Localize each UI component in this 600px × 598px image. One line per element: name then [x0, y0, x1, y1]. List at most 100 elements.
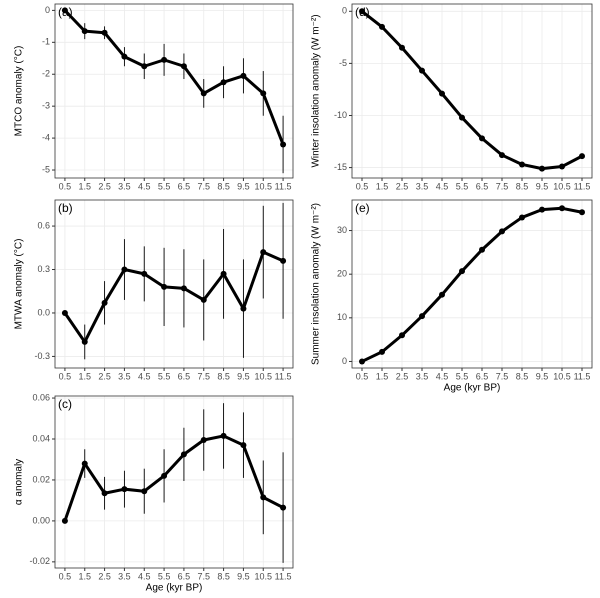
point	[101, 490, 108, 497]
x-tick-label: 11.5	[275, 571, 292, 581]
y-tick-label: -4	[42, 132, 50, 142]
x-tick-label: 9.5	[536, 181, 549, 191]
point	[81, 28, 88, 35]
point	[419, 67, 425, 74]
point	[359, 358, 365, 365]
x-tick-label: 10.5	[254, 371, 272, 381]
x-tick-label: 6.5	[476, 371, 489, 381]
point	[81, 338, 88, 345]
y-tick-label: -5	[339, 58, 347, 68]
point	[220, 270, 227, 277]
y-tick-label: 0	[342, 6, 347, 16]
point	[240, 442, 247, 449]
x-tick-label: 8.5	[516, 181, 529, 191]
point	[519, 214, 525, 221]
y-tick-label: 0.04	[32, 433, 50, 443]
point	[399, 44, 405, 51]
y-axis-title: Winter insolation anomaly (W m⁻²)	[311, 14, 322, 167]
x-tick-label: 7.5	[197, 181, 210, 191]
point	[121, 266, 128, 273]
y-tick-label: -1	[42, 37, 50, 47]
x-tick-label: 7.5	[496, 181, 509, 191]
y-tick-label: -15	[334, 162, 347, 172]
point	[200, 90, 207, 97]
point	[141, 270, 148, 277]
x-tick-label: 1.5	[78, 181, 91, 191]
point	[61, 309, 68, 316]
y-tick-label: 0.6	[37, 220, 50, 230]
x-axis-title: Age (kyr BP)	[444, 383, 501, 394]
point	[101, 29, 108, 36]
x-tick-label: 10.5	[553, 181, 571, 191]
x-tick-label: 2.5	[396, 371, 409, 381]
panel-label: (b)	[58, 201, 73, 215]
point	[579, 153, 585, 160]
point	[240, 72, 247, 79]
panel-border	[54, 199, 294, 369]
x-tick-label: 9.5	[536, 371, 549, 381]
point	[260, 494, 267, 501]
point	[101, 299, 108, 306]
point	[260, 90, 267, 97]
y-tick-label: 0.06	[32, 392, 50, 402]
point	[61, 7, 68, 14]
panel-background	[352, 200, 592, 368]
y-tick-label: -0.02	[29, 556, 50, 566]
point	[499, 228, 505, 235]
point	[379, 23, 385, 30]
point	[559, 205, 565, 212]
line	[63, 9, 285, 146]
x-tick-label: 11.5	[574, 181, 591, 191]
x-tick-label: 2.5	[98, 571, 111, 581]
point	[499, 152, 505, 159]
point	[180, 63, 187, 70]
x-tick-label: 7.5	[197, 371, 210, 381]
x-tick-label: 10.5	[254, 571, 272, 581]
point	[161, 283, 168, 290]
point	[200, 296, 207, 303]
x-tick-label: 6.5	[178, 371, 191, 381]
point	[359, 8, 365, 15]
y-tick-label: -10	[334, 110, 347, 120]
x-tick-label: 9.5	[237, 371, 250, 381]
x-tick-label: 5.5	[456, 371, 469, 381]
point	[141, 488, 148, 495]
panel-border	[351, 3, 593, 179]
x-tick-label: 3.5	[118, 371, 131, 381]
x-tick-label: 3.5	[118, 571, 131, 581]
x-tick-label: 3.5	[416, 181, 429, 191]
y-tick-label: -3	[42, 101, 50, 111]
x-tick-label: 0.5	[59, 181, 72, 191]
panel-label: (c)	[58, 397, 72, 411]
x-tick-label: 7.5	[197, 571, 210, 581]
x-tick-label: 3.5	[118, 181, 131, 191]
point	[121, 53, 128, 60]
point	[260, 249, 267, 256]
x-tick-label: 5.5	[456, 181, 469, 191]
y-axis-title: α anomaly	[14, 459, 25, 505]
point	[439, 291, 445, 298]
point	[220, 79, 227, 86]
x-tick-label: 5.5	[158, 371, 171, 381]
x-tick-label: 8.5	[516, 371, 529, 381]
x-tick-label: 5.5	[158, 571, 171, 581]
x-tick-label: 1.5	[376, 371, 389, 381]
y-tick-label: 0	[45, 5, 50, 15]
x-tick-label: 5.5	[158, 181, 171, 191]
panel-border	[54, 3, 294, 179]
y-axis-title: MTCO anomaly (°C)	[14, 46, 25, 137]
panel-label: (e)	[355, 201, 370, 215]
point	[161, 472, 168, 479]
x-tick-label: 7.5	[496, 371, 509, 381]
x-tick-label: 11.5	[574, 371, 591, 381]
x-tick-label: 0.5	[59, 571, 72, 581]
x-tick-label: 4.5	[138, 181, 151, 191]
x-tick-label: 1.5	[78, 571, 91, 581]
y-tick-label: 0.3	[37, 264, 50, 274]
point	[459, 114, 465, 121]
point	[399, 332, 405, 339]
x-tick-label: 2.5	[98, 181, 111, 191]
line	[63, 250, 284, 344]
panel-background	[55, 396, 293, 568]
y-tick-label: 30	[337, 225, 347, 235]
